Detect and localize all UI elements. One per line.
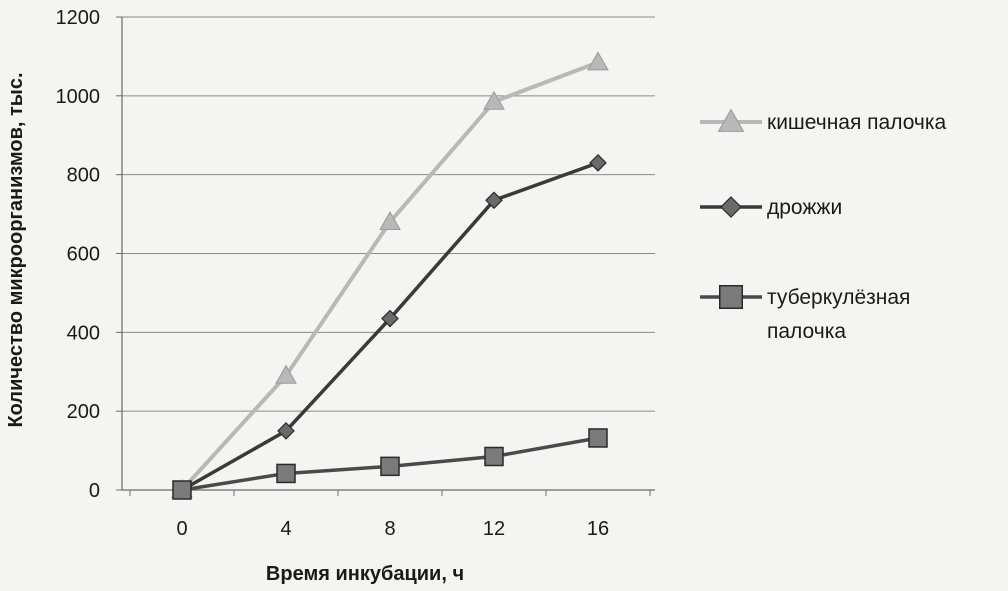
- series-1: [171, 51, 609, 498]
- data-point: [483, 90, 505, 110]
- legend-label: кишечная палочка: [767, 111, 947, 134]
- x-tick-label: 8: [384, 518, 395, 540]
- data-point: [588, 428, 608, 448]
- data-point: [717, 108, 745, 132]
- series-group: [171, 51, 609, 500]
- data-point: [275, 364, 297, 384]
- legend-label: дрожжи: [767, 196, 842, 219]
- x-tick-label: 12: [483, 518, 505, 540]
- y-tick-label: 0: [89, 480, 100, 502]
- gridlines: [122, 16, 655, 412]
- data-point: [380, 456, 400, 477]
- y-tick-label: 400: [67, 322, 100, 344]
- y-tick-label: 800: [67, 165, 100, 187]
- x-tick-label: 16: [587, 518, 609, 540]
- legend-label: туберкулёзная палочка: [767, 286, 910, 343]
- data-point: [587, 51, 609, 71]
- data-point: [276, 463, 296, 484]
- x-tick-label: 0: [176, 518, 187, 540]
- data-point: [485, 191, 503, 210]
- axes: [116, 16, 655, 496]
- y-tick-label: 200: [67, 401, 100, 423]
- data-point: [277, 422, 295, 440]
- data-point: [379, 210, 401, 230]
- y-tick-labels: 0 200 400 600 800 1000 1200: [56, 7, 101, 502]
- y-axis-title: Количество микроорганизмов, тыс.: [5, 72, 27, 427]
- data-point: [720, 196, 742, 218]
- y-tick-label: 1000: [56, 86, 101, 108]
- data-point: [381, 309, 399, 328]
- data-point: [172, 480, 192, 500]
- legend-item: туберкулёзная палочка: [700, 285, 910, 343]
- series-3: [172, 428, 608, 500]
- legend-item: кишечная палочка: [700, 108, 947, 134]
- legend-item: дрожжи: [700, 196, 842, 219]
- series-line: [180, 60, 599, 492]
- data-point: [484, 446, 504, 467]
- x-axis-title: Время инкубации, ч: [266, 563, 464, 585]
- x-tick-labels: 0 4 8 12 16: [176, 518, 609, 540]
- data-point: [589, 153, 607, 172]
- y-tick-label: 600: [67, 244, 100, 266]
- legend: кишечная палочка дрожжи туберкулёзная палоч…: [700, 108, 947, 343]
- data-point: [719, 285, 743, 309]
- y-tick-label: 1200: [56, 7, 101, 29]
- x-tick-label: 4: [280, 518, 291, 540]
